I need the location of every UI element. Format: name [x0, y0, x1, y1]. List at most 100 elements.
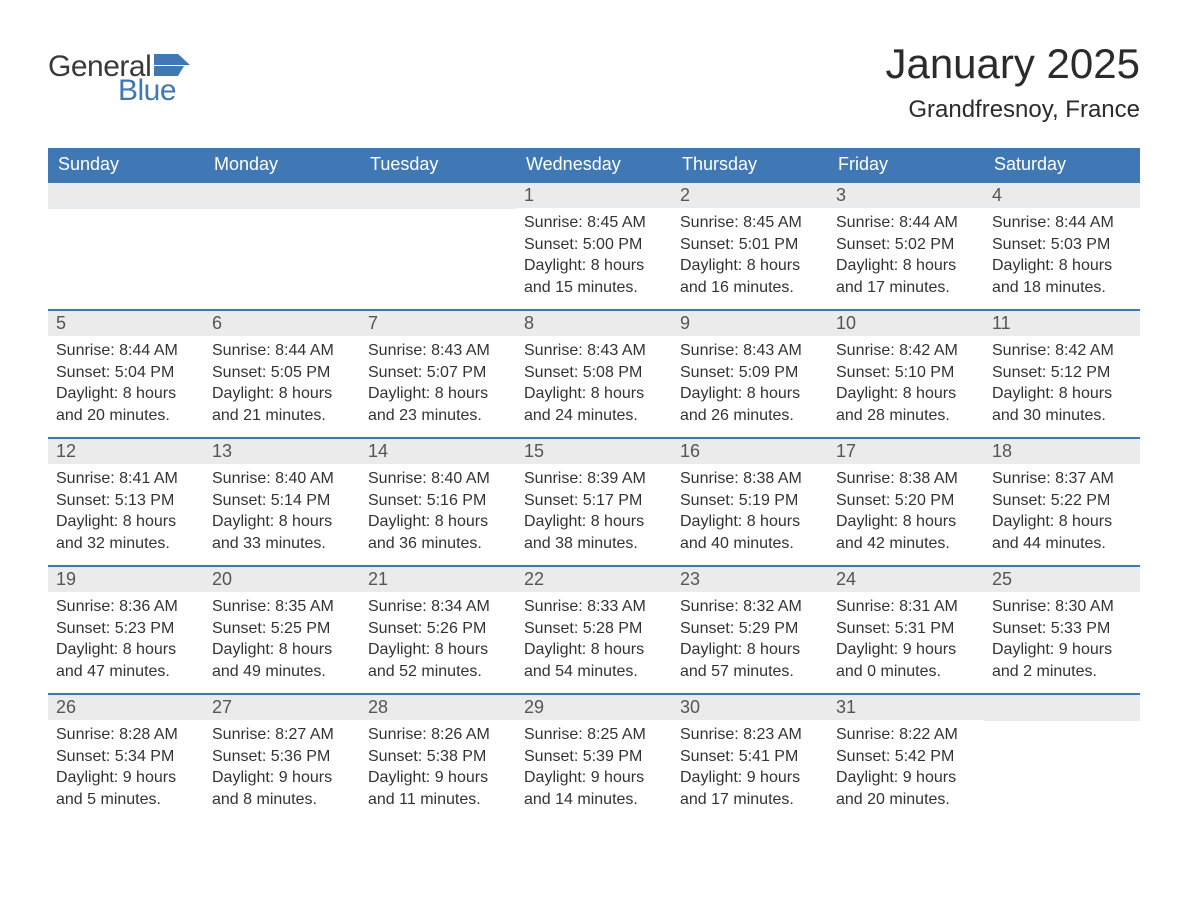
day-details: Sunrise: 8:35 AMSunset: 5:25 PMDaylight:…: [204, 592, 360, 690]
day-dl2: and 14 minutes.: [524, 789, 664, 811]
calendar-day-cell: 6Sunrise: 8:44 AMSunset: 5:05 PMDaylight…: [204, 310, 360, 438]
day-dl1: Daylight: 8 hours: [368, 511, 508, 533]
day-number: [204, 183, 360, 209]
day-sunset: Sunset: 5:00 PM: [524, 234, 664, 256]
day-number: 30: [672, 695, 828, 720]
day-number: 18: [984, 439, 1140, 464]
day-sunrise: Sunrise: 8:42 AM: [836, 340, 976, 362]
day-sunrise: Sunrise: 8:37 AM: [992, 468, 1132, 490]
day-dl2: and 18 minutes.: [992, 277, 1132, 299]
calendar-day-cell: [984, 694, 1140, 822]
day-details: Sunrise: 8:32 AMSunset: 5:29 PMDaylight:…: [672, 592, 828, 690]
calendar-day-cell: 1Sunrise: 8:45 AMSunset: 5:00 PMDaylight…: [516, 182, 672, 310]
day-sunset: Sunset: 5:31 PM: [836, 618, 976, 640]
calendar-day-cell: 29Sunrise: 8:25 AMSunset: 5:39 PMDayligh…: [516, 694, 672, 822]
day-sunrise: Sunrise: 8:35 AM: [212, 596, 352, 618]
day-sunrise: Sunrise: 8:26 AM: [368, 724, 508, 746]
day-sunset: Sunset: 5:25 PM: [212, 618, 352, 640]
day-sunset: Sunset: 5:23 PM: [56, 618, 196, 640]
day-details: Sunrise: 8:36 AMSunset: 5:23 PMDaylight:…: [48, 592, 204, 690]
day-dl1: Daylight: 8 hours: [56, 383, 196, 405]
day-sunrise: Sunrise: 8:28 AM: [56, 724, 196, 746]
day-sunrise: Sunrise: 8:43 AM: [680, 340, 820, 362]
day-number: 14: [360, 439, 516, 464]
calendar-week-row: 12Sunrise: 8:41 AMSunset: 5:13 PMDayligh…: [48, 438, 1140, 566]
day-details: Sunrise: 8:44 AMSunset: 5:02 PMDaylight:…: [828, 208, 984, 306]
day-dl1: Daylight: 8 hours: [524, 511, 664, 533]
day-sunset: Sunset: 5:16 PM: [368, 490, 508, 512]
day-sunset: Sunset: 5:03 PM: [992, 234, 1132, 256]
day-number: 26: [48, 695, 204, 720]
day-details: Sunrise: 8:43 AMSunset: 5:09 PMDaylight:…: [672, 336, 828, 434]
month-title: January 2025: [885, 40, 1140, 88]
day-number: 7: [360, 311, 516, 336]
day-dl2: and 17 minutes.: [680, 789, 820, 811]
calendar-day-cell: 31Sunrise: 8:22 AMSunset: 5:42 PMDayligh…: [828, 694, 984, 822]
day-dl1: Daylight: 8 hours: [212, 639, 352, 661]
calendar-day-cell: 5Sunrise: 8:44 AMSunset: 5:04 PMDaylight…: [48, 310, 204, 438]
day-sunset: Sunset: 5:10 PM: [836, 362, 976, 384]
weekday-header: Saturday: [984, 148, 1140, 182]
day-sunset: Sunset: 5:01 PM: [680, 234, 820, 256]
calendar-day-cell: 9Sunrise: 8:43 AMSunset: 5:09 PMDaylight…: [672, 310, 828, 438]
day-dl1: Daylight: 9 hours: [524, 767, 664, 789]
day-details: Sunrise: 8:42 AMSunset: 5:12 PMDaylight:…: [984, 336, 1140, 434]
day-sunset: Sunset: 5:07 PM: [368, 362, 508, 384]
day-dl1: Daylight: 8 hours: [524, 639, 664, 661]
day-dl1: Daylight: 8 hours: [680, 255, 820, 277]
day-dl2: and 36 minutes.: [368, 533, 508, 555]
day-sunset: Sunset: 5:42 PM: [836, 746, 976, 768]
day-number: 3: [828, 183, 984, 208]
day-details: Sunrise: 8:45 AMSunset: 5:00 PMDaylight:…: [516, 208, 672, 306]
day-sunrise: Sunrise: 8:44 AM: [992, 212, 1132, 234]
day-dl1: Daylight: 8 hours: [524, 255, 664, 277]
day-sunset: Sunset: 5:29 PM: [680, 618, 820, 640]
day-sunrise: Sunrise: 8:45 AM: [680, 212, 820, 234]
day-dl1: Daylight: 8 hours: [680, 383, 820, 405]
day-sunset: Sunset: 5:17 PM: [524, 490, 664, 512]
calendar-day-cell: 30Sunrise: 8:23 AMSunset: 5:41 PMDayligh…: [672, 694, 828, 822]
calendar-header-row: SundayMondayTuesdayWednesdayThursdayFrid…: [48, 148, 1140, 182]
calendar-day-cell: 14Sunrise: 8:40 AMSunset: 5:16 PMDayligh…: [360, 438, 516, 566]
day-dl1: Daylight: 8 hours: [56, 639, 196, 661]
day-number: 9: [672, 311, 828, 336]
calendar-day-cell: 3Sunrise: 8:44 AMSunset: 5:02 PMDaylight…: [828, 182, 984, 310]
day-details: Sunrise: 8:25 AMSunset: 5:39 PMDaylight:…: [516, 720, 672, 818]
calendar-day-cell: 25Sunrise: 8:30 AMSunset: 5:33 PMDayligh…: [984, 566, 1140, 694]
calendar-day-cell: 23Sunrise: 8:32 AMSunset: 5:29 PMDayligh…: [672, 566, 828, 694]
day-dl1: Daylight: 8 hours: [680, 511, 820, 533]
day-dl1: Daylight: 8 hours: [992, 511, 1132, 533]
weekday-header: Sunday: [48, 148, 204, 182]
day-details: Sunrise: 8:27 AMSunset: 5:36 PMDaylight:…: [204, 720, 360, 818]
calendar-week-row: 19Sunrise: 8:36 AMSunset: 5:23 PMDayligh…: [48, 566, 1140, 694]
day-sunset: Sunset: 5:33 PM: [992, 618, 1132, 640]
day-dl1: Daylight: 9 hours: [992, 639, 1132, 661]
day-details: Sunrise: 8:44 AMSunset: 5:03 PMDaylight:…: [984, 208, 1140, 306]
day-sunset: Sunset: 5:14 PM: [212, 490, 352, 512]
day-dl1: Daylight: 8 hours: [836, 511, 976, 533]
calendar-day-cell: 7Sunrise: 8:43 AMSunset: 5:07 PMDaylight…: [360, 310, 516, 438]
calendar-day-cell: 20Sunrise: 8:35 AMSunset: 5:25 PMDayligh…: [204, 566, 360, 694]
day-sunset: Sunset: 5:12 PM: [992, 362, 1132, 384]
day-dl1: Daylight: 9 hours: [212, 767, 352, 789]
calendar-day-cell: 21Sunrise: 8:34 AMSunset: 5:26 PMDayligh…: [360, 566, 516, 694]
day-sunset: Sunset: 5:19 PM: [680, 490, 820, 512]
calendar-day-cell: 22Sunrise: 8:33 AMSunset: 5:28 PMDayligh…: [516, 566, 672, 694]
day-dl1: Daylight: 8 hours: [992, 255, 1132, 277]
day-dl2: and 42 minutes.: [836, 533, 976, 555]
day-dl2: and 0 minutes.: [836, 661, 976, 683]
day-number: 12: [48, 439, 204, 464]
day-sunrise: Sunrise: 8:25 AM: [524, 724, 664, 746]
day-number: 5: [48, 311, 204, 336]
day-sunset: Sunset: 5:09 PM: [680, 362, 820, 384]
day-dl2: and 21 minutes.: [212, 405, 352, 427]
day-sunset: Sunset: 5:28 PM: [524, 618, 664, 640]
day-dl1: Daylight: 9 hours: [56, 767, 196, 789]
day-details: Sunrise: 8:30 AMSunset: 5:33 PMDaylight:…: [984, 592, 1140, 690]
calendar-body: 1Sunrise: 8:45 AMSunset: 5:00 PMDaylight…: [48, 182, 1140, 822]
calendar-day-cell: [48, 182, 204, 310]
day-sunrise: Sunrise: 8:23 AM: [680, 724, 820, 746]
calendar-day-cell: 19Sunrise: 8:36 AMSunset: 5:23 PMDayligh…: [48, 566, 204, 694]
day-number: [48, 183, 204, 209]
day-dl1: Daylight: 8 hours: [680, 639, 820, 661]
